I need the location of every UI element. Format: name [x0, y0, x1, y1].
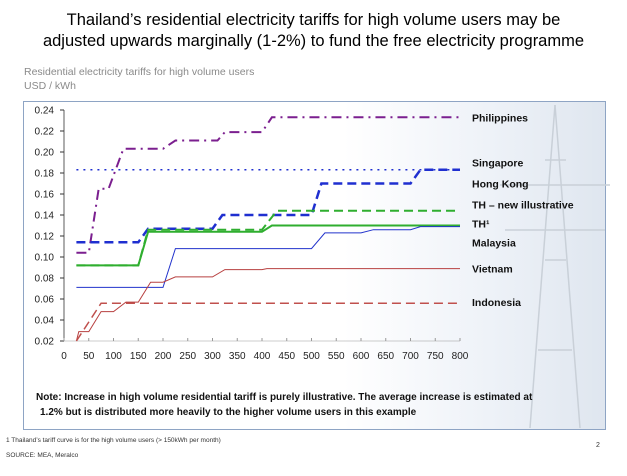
series-line-th- [76, 224, 460, 267]
series-line-vietnam [75, 268, 460, 342]
series-line-hong-kong [76, 168, 460, 244]
series-line-philippines [76, 116, 460, 254]
x-tick-label: 50 [83, 351, 95, 362]
series-label: Indonesia [472, 297, 521, 309]
series-label: Hong Kong [472, 179, 529, 191]
note-line-1: Note: Increase in high volume residentia… [36, 392, 533, 403]
series-label: TH – new illustrative [472, 200, 574, 212]
x-tick-label: 200 [155, 351, 172, 362]
x-tick-label: 550 [328, 351, 345, 362]
y-tick-label: 0.16 [35, 190, 55, 201]
tower-background [554, 104, 581, 429]
x-tick-label: 400 [254, 351, 271, 362]
x-tick-label: 600 [353, 351, 370, 362]
x-tick-label: 150 [130, 351, 147, 362]
x-tick-label: 0 [61, 351, 67, 362]
y-tick-label: 0.20 [35, 148, 55, 159]
title-line-2: adjusted upwards marginally (1-2%) to fu… [42, 32, 585, 50]
series-label: Philippines [472, 112, 528, 124]
y-axis-unit: USD / kWh [24, 80, 76, 92]
y-tick-label: 0.18 [35, 169, 55, 180]
x-tick-label: 750 [427, 351, 444, 362]
series-line-malaysia [76, 226, 460, 288]
x-tick-label: 300 [204, 351, 221, 362]
x-tick-label: 450 [278, 351, 295, 362]
x-tick-label: 700 [402, 351, 419, 362]
x-tick-label: 650 [377, 351, 394, 362]
y-tick-label: 0.22 [35, 127, 55, 138]
series-line-indonesia [75, 302, 460, 342]
slide-title: Thailand’s residential electricity tarif… [0, 10, 627, 52]
y-tick-label: 0.02 [35, 337, 55, 348]
tower-background [529, 104, 556, 429]
source: SOURCE: MEA, Meralco [6, 452, 79, 459]
note: Note: Increase in high volume residentia… [36, 390, 532, 420]
y-tick-label: 0.06 [35, 295, 55, 306]
title-line-1: Thailand’s residential electricity tarif… [66, 11, 561, 29]
y-tick-label: 0.08 [35, 274, 55, 285]
y-tick-label: 0.12 [35, 232, 55, 243]
page-number: 2 [596, 442, 600, 449]
footnote: 1 Thailand’s tariff curve is for the hig… [6, 437, 221, 444]
x-tick-label: 800 [452, 351, 469, 362]
y-tick-label: 0.04 [35, 316, 55, 327]
series-label: TH¹ [472, 218, 490, 230]
y-tick-label: 0.14 [35, 211, 55, 222]
series-line-th-new-illustrative [76, 209, 460, 267]
series-label: Malaysia [472, 237, 516, 249]
note-line-2: 1.2% but is distributed more heavily to … [40, 407, 417, 418]
chart-title: Residential electricity tariffs for high… [24, 66, 255, 78]
x-tick-label: 500 [303, 351, 320, 362]
series-label: Vietnam [472, 264, 513, 276]
x-tick-label: 100 [105, 351, 122, 362]
x-tick-label: 350 [229, 351, 246, 362]
y-tick-label: 0.24 [35, 106, 55, 117]
y-tick-label: 0.10 [35, 253, 55, 264]
series-label: Singapore [472, 158, 524, 170]
x-tick-label: 250 [179, 351, 196, 362]
